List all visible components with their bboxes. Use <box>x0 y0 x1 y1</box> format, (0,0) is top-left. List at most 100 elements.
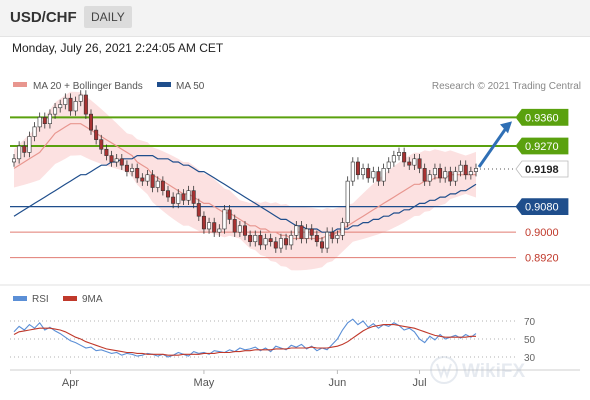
last-price-label-box <box>515 160 569 178</box>
candle-body <box>422 168 427 182</box>
candle-body <box>340 222 345 236</box>
candle-body <box>222 209 227 230</box>
level-labels: 0.9360 0.9270 0.9198 0.9080 0.9000 0.8920 <box>515 108 569 265</box>
candle-body <box>319 241 324 249</box>
candle-body <box>448 171 453 182</box>
candle-body <box>438 168 443 179</box>
candle-body <box>381 168 386 182</box>
forecast-arrow <box>477 121 512 168</box>
x-axis: Apr May Jun Jul <box>62 370 427 389</box>
resistance-label: 0.9270 <box>525 141 559 153</box>
candle-body <box>427 174 432 182</box>
candle-body <box>278 238 283 249</box>
candle-body <box>335 235 340 239</box>
rsi-panel: 70 50 30 <box>10 317 536 364</box>
watermark-w-icon <box>436 363 452 379</box>
candle-body <box>232 219 237 233</box>
candle-body <box>273 241 278 249</box>
candle-body <box>99 139 104 150</box>
candle-body <box>63 97 68 105</box>
rsi-legend-label: RSI <box>32 294 49 305</box>
ma50-line <box>13 155 477 233</box>
bollinger-band-area <box>14 91 476 271</box>
candle-body <box>171 196 176 204</box>
candle-body <box>258 235 263 246</box>
candle-body <box>299 225 304 239</box>
candle-body <box>78 94 83 102</box>
candle-body <box>432 168 437 176</box>
bollinger-band <box>14 91 476 271</box>
candle-body <box>32 126 37 137</box>
candle-body <box>145 174 150 182</box>
forecast-arrow-head <box>500 121 512 134</box>
candle-body <box>453 171 458 182</box>
candle-body <box>130 168 135 172</box>
candle-body <box>47 113 52 125</box>
period-button[interactable]: DAILY <box>84 6 132 28</box>
candle-body <box>207 222 212 230</box>
candle-body <box>345 180 350 223</box>
candle-body <box>350 161 355 182</box>
candle-body <box>304 228 309 239</box>
support-label-box <box>515 198 569 216</box>
chart-datetime: Monday, July 26, 2021 2:24:05 AM CET <box>12 41 224 55</box>
candle-body <box>37 117 42 128</box>
candle-body <box>289 235 294 246</box>
candle-body <box>155 180 160 188</box>
watermark-text: WikiFX <box>462 361 525 382</box>
candle-body <box>119 158 124 166</box>
rsi-tick-label: 30 <box>524 353 536 364</box>
support-label: 0.8920 <box>525 253 559 265</box>
x-tick-label: Jun <box>329 377 347 389</box>
candle-body <box>201 215 206 230</box>
candle-body <box>386 161 391 169</box>
candle-body <box>27 136 32 153</box>
candle-body <box>294 225 299 236</box>
rsi-legend-swatch <box>13 296 27 301</box>
candle-body <box>325 231 330 249</box>
candle-body <box>463 164 468 176</box>
candle-body <box>402 152 407 163</box>
rsi-tick-label: 70 <box>524 317 536 328</box>
candle-body <box>407 161 412 166</box>
credit-text: Research © 2021 Trading Central <box>432 81 581 92</box>
candle-body <box>263 238 268 246</box>
candle-body <box>83 94 88 115</box>
candle-body <box>191 190 196 204</box>
candle-body <box>361 168 366 176</box>
candle-body <box>468 171 473 176</box>
candle-body <box>443 171 448 179</box>
candles <box>12 90 478 253</box>
candle-body <box>473 168 478 172</box>
support-label: 0.9080 <box>525 202 559 214</box>
candle-body <box>371 171 376 179</box>
rsi-ma-legend-swatch <box>63 296 77 301</box>
resistance-label-box <box>515 137 569 155</box>
candle-body <box>42 117 47 125</box>
ma20-legend-swatch <box>13 82 27 87</box>
candle-body <box>196 203 201 217</box>
candle-body <box>140 177 145 182</box>
candle-body <box>330 231 335 239</box>
candle-body <box>53 107 58 115</box>
candle-body <box>150 174 155 188</box>
resistance-label: 0.9360 <box>525 112 559 124</box>
last-price-label: 0.9198 <box>525 164 559 176</box>
candle-body <box>166 190 171 198</box>
candle-body <box>22 145 27 153</box>
ma20-legend-label: MA 20 + Bollinger Bands <box>33 81 143 92</box>
x-tick-label: May <box>194 377 215 389</box>
candle-body <box>391 155 396 163</box>
candle-body <box>135 168 140 179</box>
candle-body <box>248 235 253 243</box>
candle-body <box>412 158 417 166</box>
candle-body <box>17 145 22 160</box>
x-tick-label: Jul <box>413 377 427 389</box>
watermark: WikiFX <box>430 356 525 384</box>
candle-body <box>124 164 129 172</box>
support-label: 0.9000 <box>525 227 559 239</box>
candle-body <box>176 193 181 204</box>
resistance-label-box <box>515 108 569 126</box>
forecast-arrow-shaft <box>477 124 510 168</box>
